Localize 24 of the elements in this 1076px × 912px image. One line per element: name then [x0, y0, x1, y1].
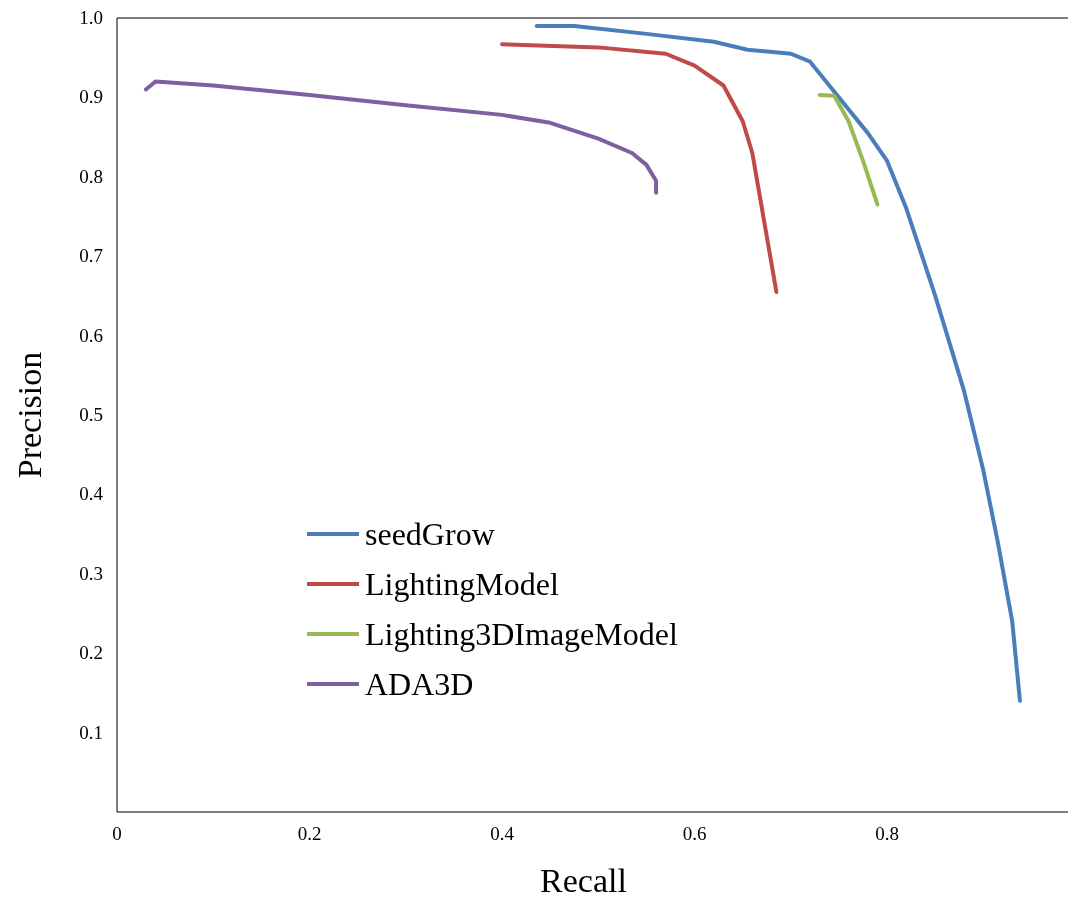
x-tick-label: 0.4	[490, 823, 515, 844]
y-tick-label: 0.5	[79, 404, 103, 425]
legend-label: LightingModel	[365, 566, 559, 603]
x-tick-label: 0.6	[682, 823, 707, 844]
x-axis-title: Recall	[540, 862, 627, 899]
y-tick-label: 0.2	[79, 642, 103, 664]
line-series	[143, 79, 659, 195]
y-tick-label: 0.9	[79, 86, 103, 108]
line-series	[817, 93, 880, 207]
x-tick-label: 0.2	[297, 823, 322, 844]
y-tick-label: 0.7	[79, 245, 103, 267]
y-tick-label: 1.0	[79, 7, 103, 28]
y-tick-label: 0.6	[79, 324, 103, 346]
legend-label: Lighting3DImageModel	[365, 616, 678, 653]
y-tick-label: 0.1	[79, 721, 103, 743]
legend-label: ADA3D	[365, 666, 474, 703]
y-tick-label: 0.4	[79, 483, 104, 505]
y-tick-label: 0.8	[79, 165, 103, 187]
x-tick-label: 0	[112, 823, 122, 844]
line-series	[500, 42, 779, 294]
legend-label: seedGrow	[365, 516, 495, 553]
y-tick-label: 0.3	[79, 562, 103, 584]
x-tick-label: 0.8	[875, 823, 899, 844]
y-axis-title: Precision	[11, 351, 48, 479]
